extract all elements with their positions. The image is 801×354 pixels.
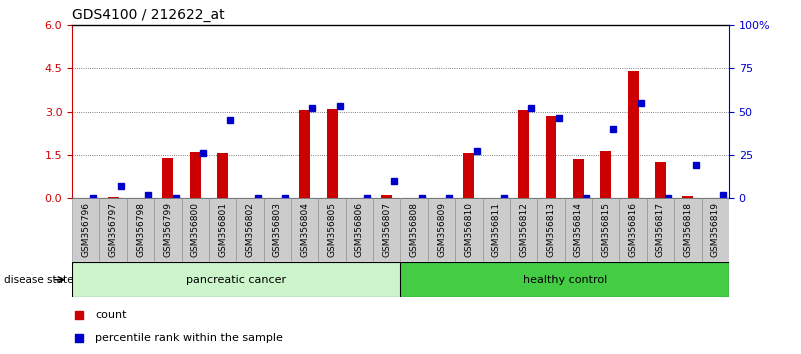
Bar <box>72 198 99 276</box>
Bar <box>682 196 694 198</box>
Bar <box>163 158 173 198</box>
Text: GSM356800: GSM356800 <box>191 202 199 257</box>
Bar <box>482 198 510 276</box>
Text: GSM356807: GSM356807 <box>382 202 392 257</box>
Text: GSM356819: GSM356819 <box>710 202 720 257</box>
Text: GSM356814: GSM356814 <box>574 202 583 257</box>
Text: disease state: disease state <box>4 275 74 285</box>
Bar <box>209 198 236 276</box>
Text: GSM356812: GSM356812 <box>519 202 528 257</box>
Bar <box>291 198 318 276</box>
Bar <box>655 162 666 198</box>
Bar <box>537 198 565 276</box>
Text: GSM356813: GSM356813 <box>546 202 556 257</box>
Bar <box>592 198 619 276</box>
Bar <box>455 198 482 276</box>
Bar <box>565 198 592 276</box>
Text: GSM356804: GSM356804 <box>300 202 309 257</box>
Text: GSM356810: GSM356810 <box>465 202 473 257</box>
Bar <box>373 198 400 276</box>
Text: healthy control: healthy control <box>522 275 607 285</box>
Bar <box>346 198 373 276</box>
Bar <box>190 152 201 198</box>
Text: GSM356798: GSM356798 <box>136 202 145 257</box>
Bar <box>217 153 228 198</box>
Bar <box>400 262 729 297</box>
Text: percentile rank within the sample: percentile rank within the sample <box>95 333 283 343</box>
Bar <box>518 110 529 198</box>
Text: GSM356816: GSM356816 <box>629 202 638 257</box>
Bar <box>464 153 474 198</box>
Text: GSM356797: GSM356797 <box>109 202 118 257</box>
Bar <box>318 198 346 276</box>
Bar <box>72 262 400 297</box>
Bar <box>619 198 646 276</box>
Text: GSM356811: GSM356811 <box>492 202 501 257</box>
Bar <box>182 198 209 276</box>
Bar <box>702 198 729 276</box>
Bar <box>400 198 428 276</box>
Text: pancreatic cancer: pancreatic cancer <box>186 275 286 285</box>
Text: GSM356808: GSM356808 <box>409 202 419 257</box>
Bar <box>646 198 674 276</box>
Bar <box>300 110 310 198</box>
Text: GDS4100 / 212622_at: GDS4100 / 212622_at <box>72 8 225 22</box>
Bar <box>127 198 154 276</box>
Text: GSM356796: GSM356796 <box>81 202 91 257</box>
Text: GSM356817: GSM356817 <box>656 202 665 257</box>
Bar <box>628 71 638 198</box>
Bar <box>236 198 264 276</box>
Bar <box>107 197 119 198</box>
Bar <box>600 150 611 198</box>
Text: GSM356818: GSM356818 <box>683 202 692 257</box>
Text: GSM356799: GSM356799 <box>163 202 172 257</box>
Bar <box>99 198 127 276</box>
Text: GSM356806: GSM356806 <box>355 202 364 257</box>
Bar <box>510 198 537 276</box>
Bar <box>428 198 455 276</box>
Bar <box>327 109 337 198</box>
Bar <box>154 198 182 276</box>
Text: GSM356809: GSM356809 <box>437 202 446 257</box>
Text: GSM356803: GSM356803 <box>273 202 282 257</box>
Text: count: count <box>95 310 127 320</box>
Bar <box>381 195 392 198</box>
Text: GSM356815: GSM356815 <box>602 202 610 257</box>
Bar <box>674 198 702 276</box>
Bar <box>573 159 584 198</box>
Text: GSM356801: GSM356801 <box>218 202 227 257</box>
Bar <box>264 198 291 276</box>
Text: GSM356805: GSM356805 <box>328 202 336 257</box>
Text: GSM356802: GSM356802 <box>245 202 255 257</box>
Bar <box>545 116 557 198</box>
